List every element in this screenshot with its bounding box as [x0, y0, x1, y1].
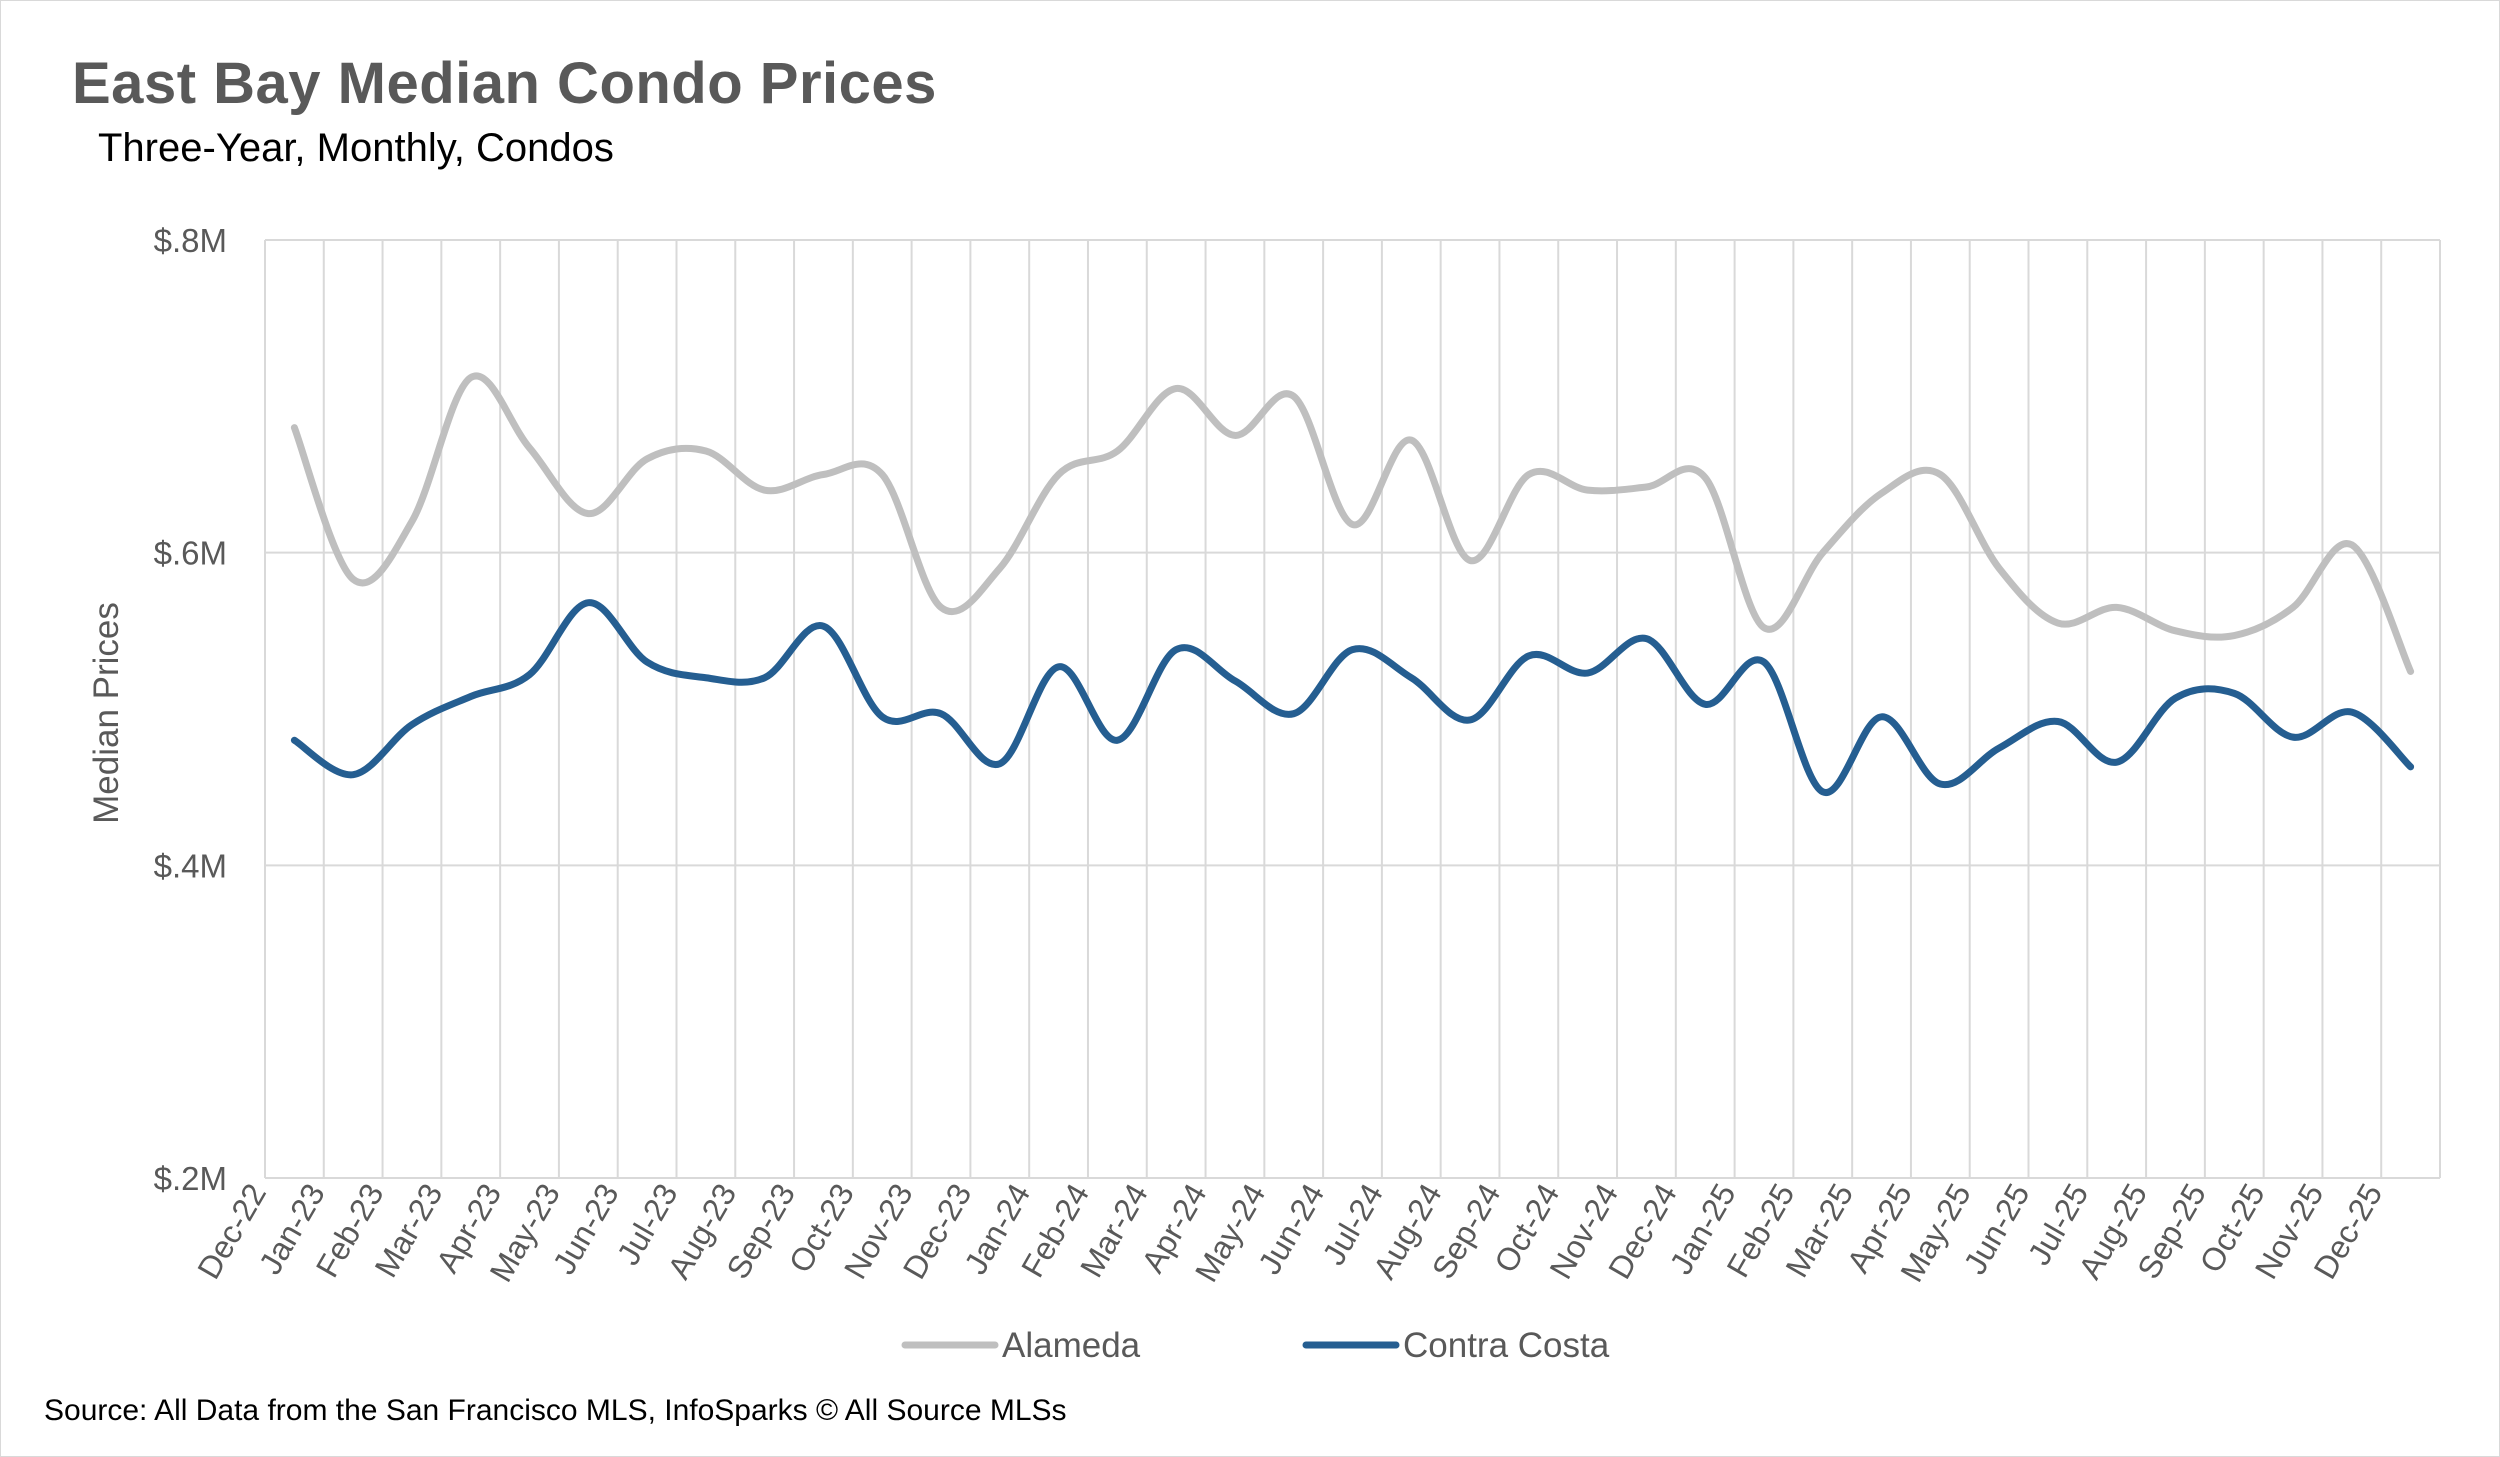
- series-line-contra-costa: [290, 599, 2415, 796]
- chart-subtitle: Three-Year, Monthly, Condos: [98, 126, 614, 170]
- source-note: Source: All Data from the San Francisco …: [44, 1394, 1067, 1427]
- legend: Alameda Contra Costa: [901, 1326, 1610, 1365]
- legend-label-contra-costa: Contra Costa: [1403, 1326, 1610, 1365]
- y-axis-title: Median Prices: [87, 602, 126, 824]
- y-tick-label: $.6M: [154, 535, 227, 572]
- y-tick-label: $.2M: [154, 1160, 227, 1197]
- y-axis-ticks: $.8M $.6M $.4M $.2M: [154, 222, 227, 1197]
- y-tick-label: $.4M: [154, 847, 227, 884]
- series-line-alameda: [290, 372, 2415, 675]
- y-tick-label: $.8M: [154, 222, 227, 259]
- legend-label-alameda: Alameda: [1002, 1326, 1141, 1365]
- gridlines: [264, 239, 2441, 1179]
- x-axis-ticks: Dec-22Jan-23Feb-23Mar-23Apr-23May-23Jun-…: [190, 1178, 2389, 1288]
- series-lines: [290, 372, 2415, 796]
- chart-title: East Bay Median Condo Prices: [72, 51, 937, 116]
